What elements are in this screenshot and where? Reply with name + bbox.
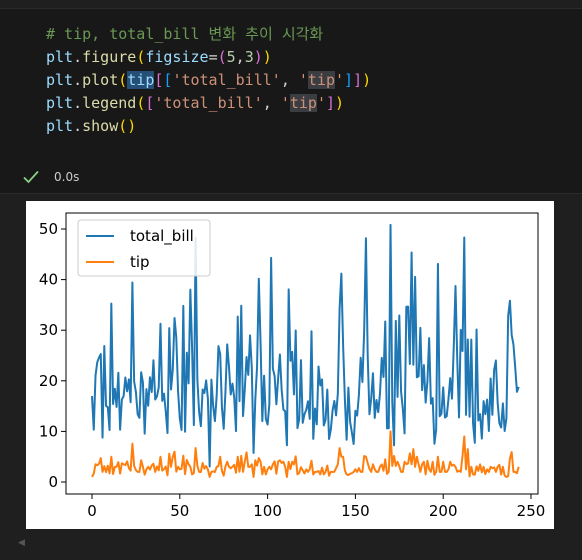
code-token: figsize [145, 48, 209, 66]
y-tick-label: 40 [39, 271, 58, 289]
y-tick-label: 20 [39, 372, 58, 390]
legend-label: tip [130, 253, 150, 271]
code-token-selected: tip [127, 71, 155, 89]
code-editor[interactable]: # tip, total_bill 변화 추이 시각화 plt.figure(f… [46, 25, 372, 135]
code-token: 'tip' [280, 94, 326, 112]
scroll-left-icon[interactable]: ◀ [18, 538, 25, 548]
x-tick-label: 0 [87, 502, 97, 520]
axes-frame [65, 212, 539, 495]
code-token: plt [46, 94, 74, 112]
y-tick-label: 30 [39, 321, 58, 339]
code-token: legend [82, 94, 137, 112]
code-comment: # tip, total_bill 변화 추이 시각화 [46, 25, 324, 43]
code-token: plt [46, 71, 74, 89]
code-token: 'tip' [298, 71, 345, 89]
x-tick-label: 150 [341, 502, 370, 520]
x-tick-label: 200 [429, 502, 458, 520]
series-line-tip [91, 430, 520, 478]
code-token: figure [82, 48, 137, 66]
y-tick-label: 0 [48, 473, 58, 491]
code-token: plot [82, 71, 119, 89]
code-token: show [82, 117, 119, 135]
x-tick-label: 50 [170, 502, 189, 520]
code-token: plt [46, 117, 74, 135]
code-token: 'total_bill' [172, 71, 281, 89]
y-tick-label: 50 [39, 220, 58, 238]
execution-time: 0.0s [54, 170, 80, 184]
x-tick-label: 250 [517, 502, 546, 520]
code-cell[interactable]: # tip, total_bill 변화 추이 시각화 plt.figure(f… [0, 8, 582, 194]
check-icon [23, 170, 39, 184]
execution-status: 0.0s [22, 167, 79, 187]
code-token: 'total_bill' [154, 94, 263, 112]
series-line-total-bill [91, 223, 520, 468]
y-tick-label: 10 [39, 422, 58, 440]
legend-label: total_bill [130, 227, 194, 246]
x-tick-label: 100 [253, 502, 282, 520]
code-token: plt [46, 48, 74, 66]
